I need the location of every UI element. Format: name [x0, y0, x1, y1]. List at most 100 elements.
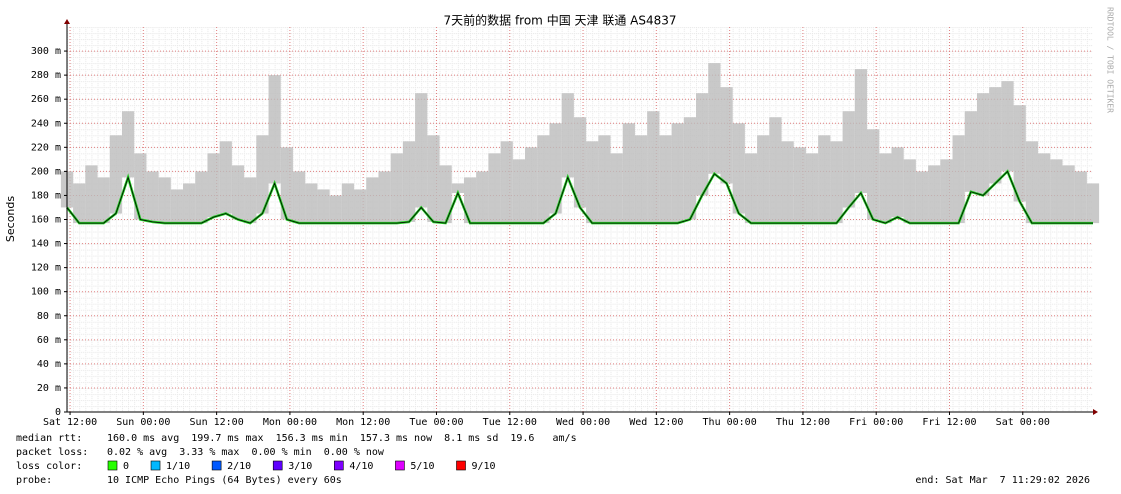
stat-label: packet loss:: [16, 447, 88, 458]
stat-label: median rtt:: [16, 433, 82, 444]
smoke-band: [305, 183, 318, 224]
smoke-band: [366, 177, 379, 224]
loss-color-label: 0: [123, 461, 129, 472]
y-tick-label: 120 m: [31, 263, 61, 274]
probe-label: probe:: [16, 475, 52, 486]
smoke-band: [1025, 141, 1039, 224]
smoke-band: [390, 153, 403, 224]
y-arrow: [64, 19, 70, 24]
smoke-band: [781, 141, 794, 224]
smoke-band: [280, 147, 293, 220]
smoke-band: [219, 141, 232, 214]
smoke-band: [439, 165, 452, 224]
y-tick-label: 60 m: [37, 335, 61, 346]
smoke-band: [622, 123, 635, 224]
smoke-band: [146, 171, 159, 222]
loss-color-label: 3/10: [288, 461, 312, 472]
median-core: [66, 170, 1093, 224]
smoke-band: [500, 141, 513, 224]
smoke-band: [793, 147, 806, 224]
smoke-band: [573, 117, 587, 208]
smoke-band: [97, 177, 110, 224]
x-tick-label: Fri 00:00: [849, 417, 903, 428]
smoke-band: [732, 123, 745, 214]
x-tick-label: Wed 12:00: [629, 417, 683, 428]
smoke-band: [586, 141, 599, 224]
smoke-band: [1038, 153, 1051, 224]
smoke-band: [415, 93, 428, 208]
loss-color-label: 1/10: [166, 461, 190, 472]
smoke-band: [195, 171, 208, 224]
smoke-band: [598, 135, 611, 224]
smoke-band: [1050, 159, 1063, 224]
y-tick-label: 220 m: [31, 142, 61, 153]
loss-color-label: 4/10: [349, 461, 373, 472]
smoke-band: [708, 63, 721, 174]
smoke-band: [207, 153, 220, 218]
plot-area: [60, 27, 1100, 413]
smoke-band: [989, 87, 1002, 184]
x-tick-label: Fri 12:00: [922, 417, 976, 428]
watermark: RRDTOOL / TOBI OETIKER: [1106, 7, 1115, 113]
smoke-band: [292, 171, 306, 224]
smoke-band: [867, 129, 880, 220]
smoke-band: [170, 189, 184, 224]
y-tick-label: 0: [55, 407, 61, 418]
smoke-band: [512, 159, 526, 224]
smoke-band: [696, 93, 709, 196]
smoke-band: [805, 153, 819, 224]
smoke-band: [647, 111, 660, 224]
y-tick-label: 180 m: [31, 190, 61, 201]
x-tick-label: Tue 00:00: [409, 417, 463, 428]
y-tick-label: 280 m: [31, 70, 61, 81]
y-tick-label: 260 m: [31, 94, 61, 105]
y-tick-label: 100 m: [31, 287, 61, 298]
loss-swatch: [272, 460, 283, 471]
y-tick-label: 20 m: [37, 383, 61, 394]
x-tick-label: Thu 00:00: [703, 417, 757, 428]
loss-swatch: [334, 460, 344, 471]
smoke-band: [842, 111, 855, 208]
smoke-band: [928, 165, 941, 224]
smoke-band: [268, 75, 281, 184]
smoke-band: [1074, 171, 1087, 224]
smoke-band: [231, 165, 245, 220]
smoke-band: [329, 195, 342, 224]
smoke-band: [1001, 81, 1014, 172]
x-tick-label: Wed 00:00: [556, 417, 610, 428]
smoke-band: [451, 183, 464, 194]
stat-text: 0.02 % avg 3.33 % max 0.00 % min 0.00 % …: [107, 447, 385, 458]
smoke-band: [463, 177, 477, 224]
smoke-band: [158, 177, 171, 224]
x-tick-label: Sun 00:00: [116, 417, 170, 428]
loss-swatch: [107, 460, 118, 471]
smoke-band: [683, 117, 697, 220]
end-time: end: Sat Mar 7 11:29:02 2026: [915, 475, 1090, 486]
smoke-band: [1013, 105, 1026, 202]
smoke-band: [940, 159, 953, 224]
smoke-band: [537, 135, 550, 224]
x-tick-label: Sat 12:00: [43, 417, 97, 428]
loss-label: loss color:: [16, 461, 82, 472]
smoke-band: [354, 189, 367, 224]
y-tick-label: 40 m: [37, 359, 61, 370]
y-tick-label: 80 m: [37, 311, 61, 322]
x-tick-label: Tue 12:00: [483, 417, 537, 428]
smoke-band: [476, 171, 489, 224]
y-tick-label: 300 m: [31, 46, 61, 57]
smoke-band: [109, 135, 122, 214]
y-tick-label: 160 m: [31, 215, 61, 226]
loss-color-label: 5/10: [410, 461, 434, 472]
smoke-band: [244, 177, 257, 224]
smoke-band: [879, 153, 892, 224]
loss-swatch: [150, 460, 161, 471]
x-tick-label: Sun 12:00: [190, 417, 244, 428]
smoke-band: [854, 69, 868, 194]
x-arrow: [1093, 409, 1098, 415]
smoke-band: [757, 135, 770, 224]
smoke-band: [378, 171, 391, 224]
stat-text: 160.0 ms avg 199.7 ms max 156.3 ms min 1…: [107, 433, 577, 444]
smoke-band: [85, 165, 98, 224]
chart-title: 7天前的数据 from 中国 天津 联通 AS4837: [444, 13, 677, 28]
smoke-band: [744, 153, 758, 224]
